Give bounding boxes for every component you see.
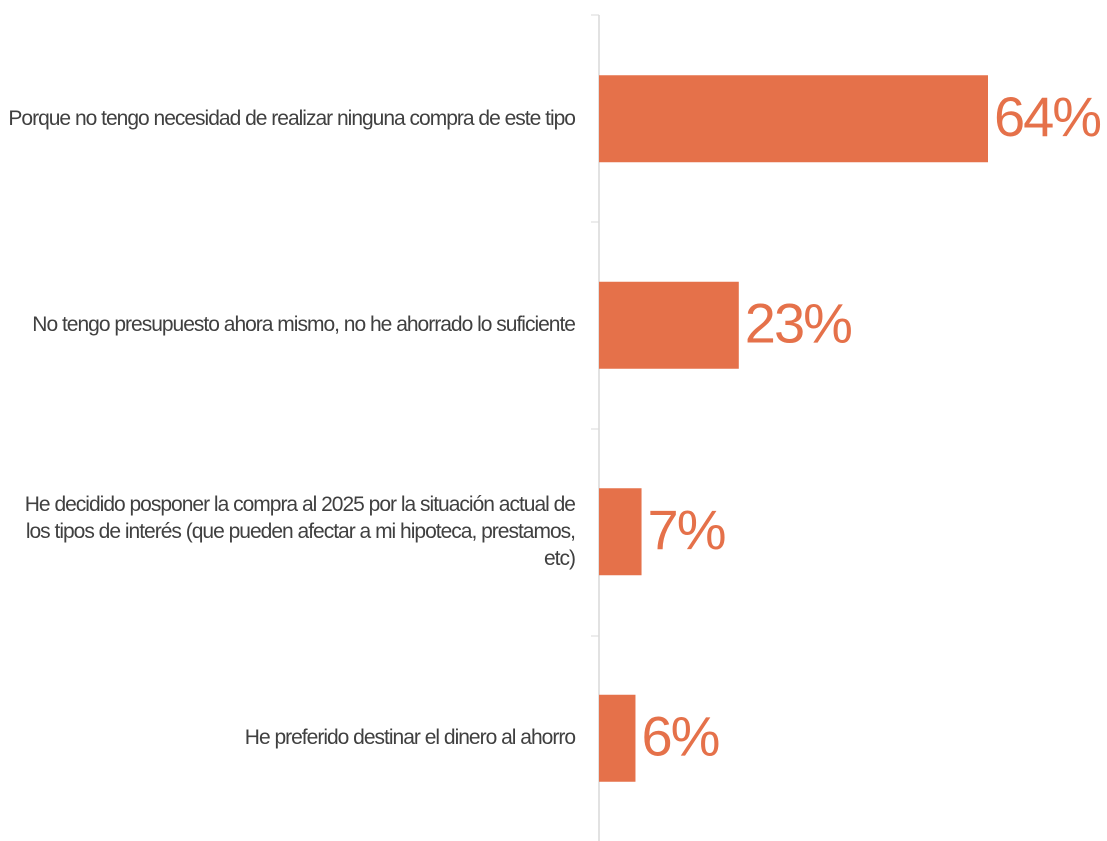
value-label: 6% (641, 705, 718, 768)
category-label: He preferido destinar el dinero al ahorr… (244, 726, 576, 750)
category-label: He decidido posponer la compra al 2025 p… (24, 492, 576, 570)
bar (599, 75, 988, 163)
value-label: 64% (994, 85, 1100, 148)
value-label: 7% (648, 498, 725, 561)
value-label: 23% (745, 292, 851, 355)
bar (599, 694, 636, 782)
category-label: Porque no tengo necesidad de realizar ni… (8, 106, 576, 130)
bar (599, 488, 642, 576)
bar (599, 281, 739, 369)
category-label: No tengo presupuesto ahora mismo, no he … (32, 313, 576, 337)
